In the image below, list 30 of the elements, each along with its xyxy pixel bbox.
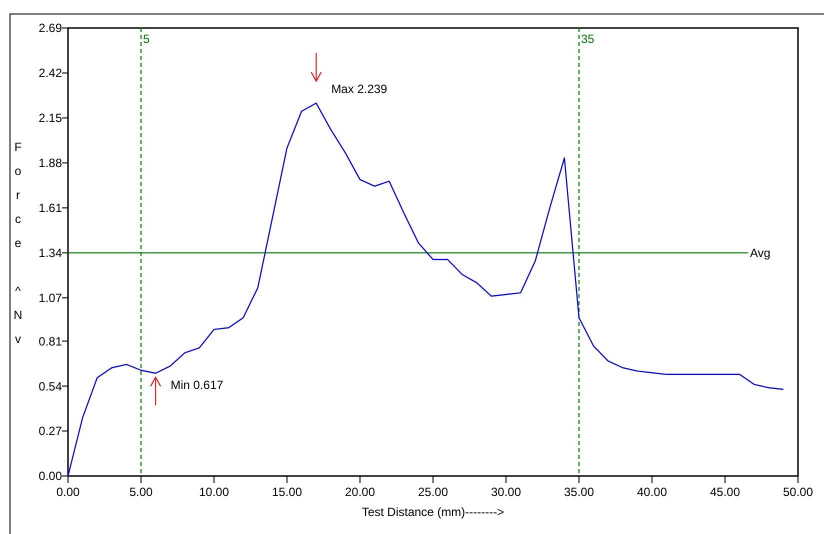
y-tick-label: 1.07: [38, 291, 62, 305]
x-tick-label: 30.00: [490, 485, 522, 499]
x-tick-label: 50.00: [782, 485, 814, 499]
line-series: [67, 102, 784, 477]
y-tick-label: 0.81: [38, 334, 62, 348]
ref-line-label: 35: [581, 32, 595, 46]
x-tick-label: 45.00: [710, 485, 740, 499]
x-tick-label: 40.00: [636, 485, 668, 499]
x-tick-label: 10.00: [198, 485, 230, 499]
annotation: Max 2.239: [331, 82, 388, 96]
y-tick-label: 1.88: [38, 156, 62, 170]
x-tick-label: 15.00: [272, 485, 302, 499]
y-tick-label: 0.27: [38, 424, 62, 438]
y-tick-label: 2.69: [38, 21, 62, 36]
annotation: Min 0.617: [170, 378, 224, 392]
x-tick-label: 0.00: [56, 485, 80, 499]
y-tick-label: 2.42: [38, 66, 62, 80]
ref-line-label: Avg: [750, 246, 770, 260]
ref-line-label: 5: [143, 32, 150, 46]
x-tick-label: 35.00: [564, 485, 594, 499]
y-tick-label: 0.00: [38, 469, 62, 484]
y-tick-label: 2.15: [38, 111, 62, 126]
x-tick-label: 20.00: [344, 485, 376, 499]
x-tick-label: 5.00: [129, 485, 153, 499]
x-axis-title: Test Distance (mm)-------->: [362, 505, 504, 519]
y-tick-label: 1.34: [38, 246, 62, 260]
x-tick-label: 25.00: [418, 485, 448, 499]
y-tick-label: 0.54: [38, 379, 62, 394]
y-tick-label: 1.61: [38, 201, 62, 216]
y-axis-title: Force ^Nv: [11, 140, 25, 356]
